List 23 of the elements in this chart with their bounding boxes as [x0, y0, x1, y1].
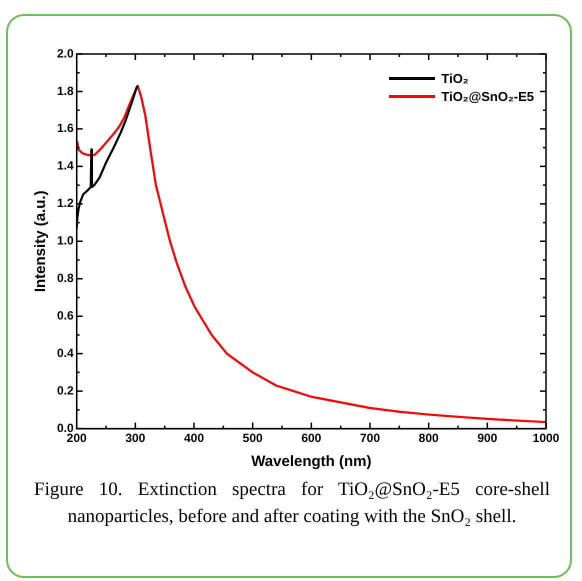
caption: Figure 10. Extinction spectra for TiO₂@SnO₂-E5 core-shell nanoparticles, before and after coating with the SnO₂ shell.: [34, 478, 550, 529]
y-tick-label: 1.0: [56, 234, 74, 248]
y-tick-label: 0.8: [56, 271, 74, 286]
x-tick-label: 700: [360, 431, 380, 446]
y-tick-label: 1.4: [56, 158, 74, 173]
x-axis-title: Wavelength (nm): [251, 453, 372, 470]
y-tick-label: 0.2: [56, 383, 74, 398]
y-tick-label: 1.6: [56, 121, 74, 136]
x-tick-label: 800: [418, 431, 439, 446]
y-tick-label: 0.4: [56, 346, 74, 360]
x-tick-label: 900: [477, 431, 498, 446]
y-tick-label: 0.6: [56, 308, 74, 323]
x-tick-label: 400: [184, 431, 204, 446]
y-tick-label: 1.8: [56, 84, 74, 98]
x-tick-label: 600: [301, 431, 322, 446]
x-tick-label: 1000: [532, 431, 560, 446]
y-tick-label: 2.0: [56, 46, 74, 60]
y-tick-label: 1.2: [56, 196, 74, 210]
x-tick-label: 500: [242, 431, 264, 446]
x-tick-label: 300: [125, 431, 146, 446]
legend-label: TiO₂: [441, 71, 469, 86]
y-axis-title: Intensity (a.u.): [32, 190, 50, 292]
legend-label: TiO₂@SnO₂-E5: [441, 89, 534, 104]
